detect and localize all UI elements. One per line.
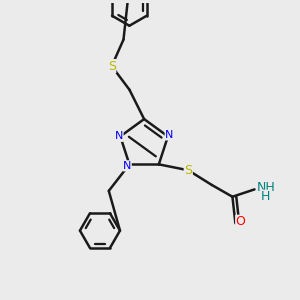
Text: S: S <box>184 164 192 177</box>
Text: N: N <box>115 131 123 141</box>
Text: O: O <box>236 215 246 228</box>
Text: N: N <box>123 161 131 171</box>
Text: N: N <box>165 130 174 140</box>
Text: NH: NH <box>257 182 276 194</box>
Text: H: H <box>261 190 270 203</box>
Text: S: S <box>108 60 116 73</box>
